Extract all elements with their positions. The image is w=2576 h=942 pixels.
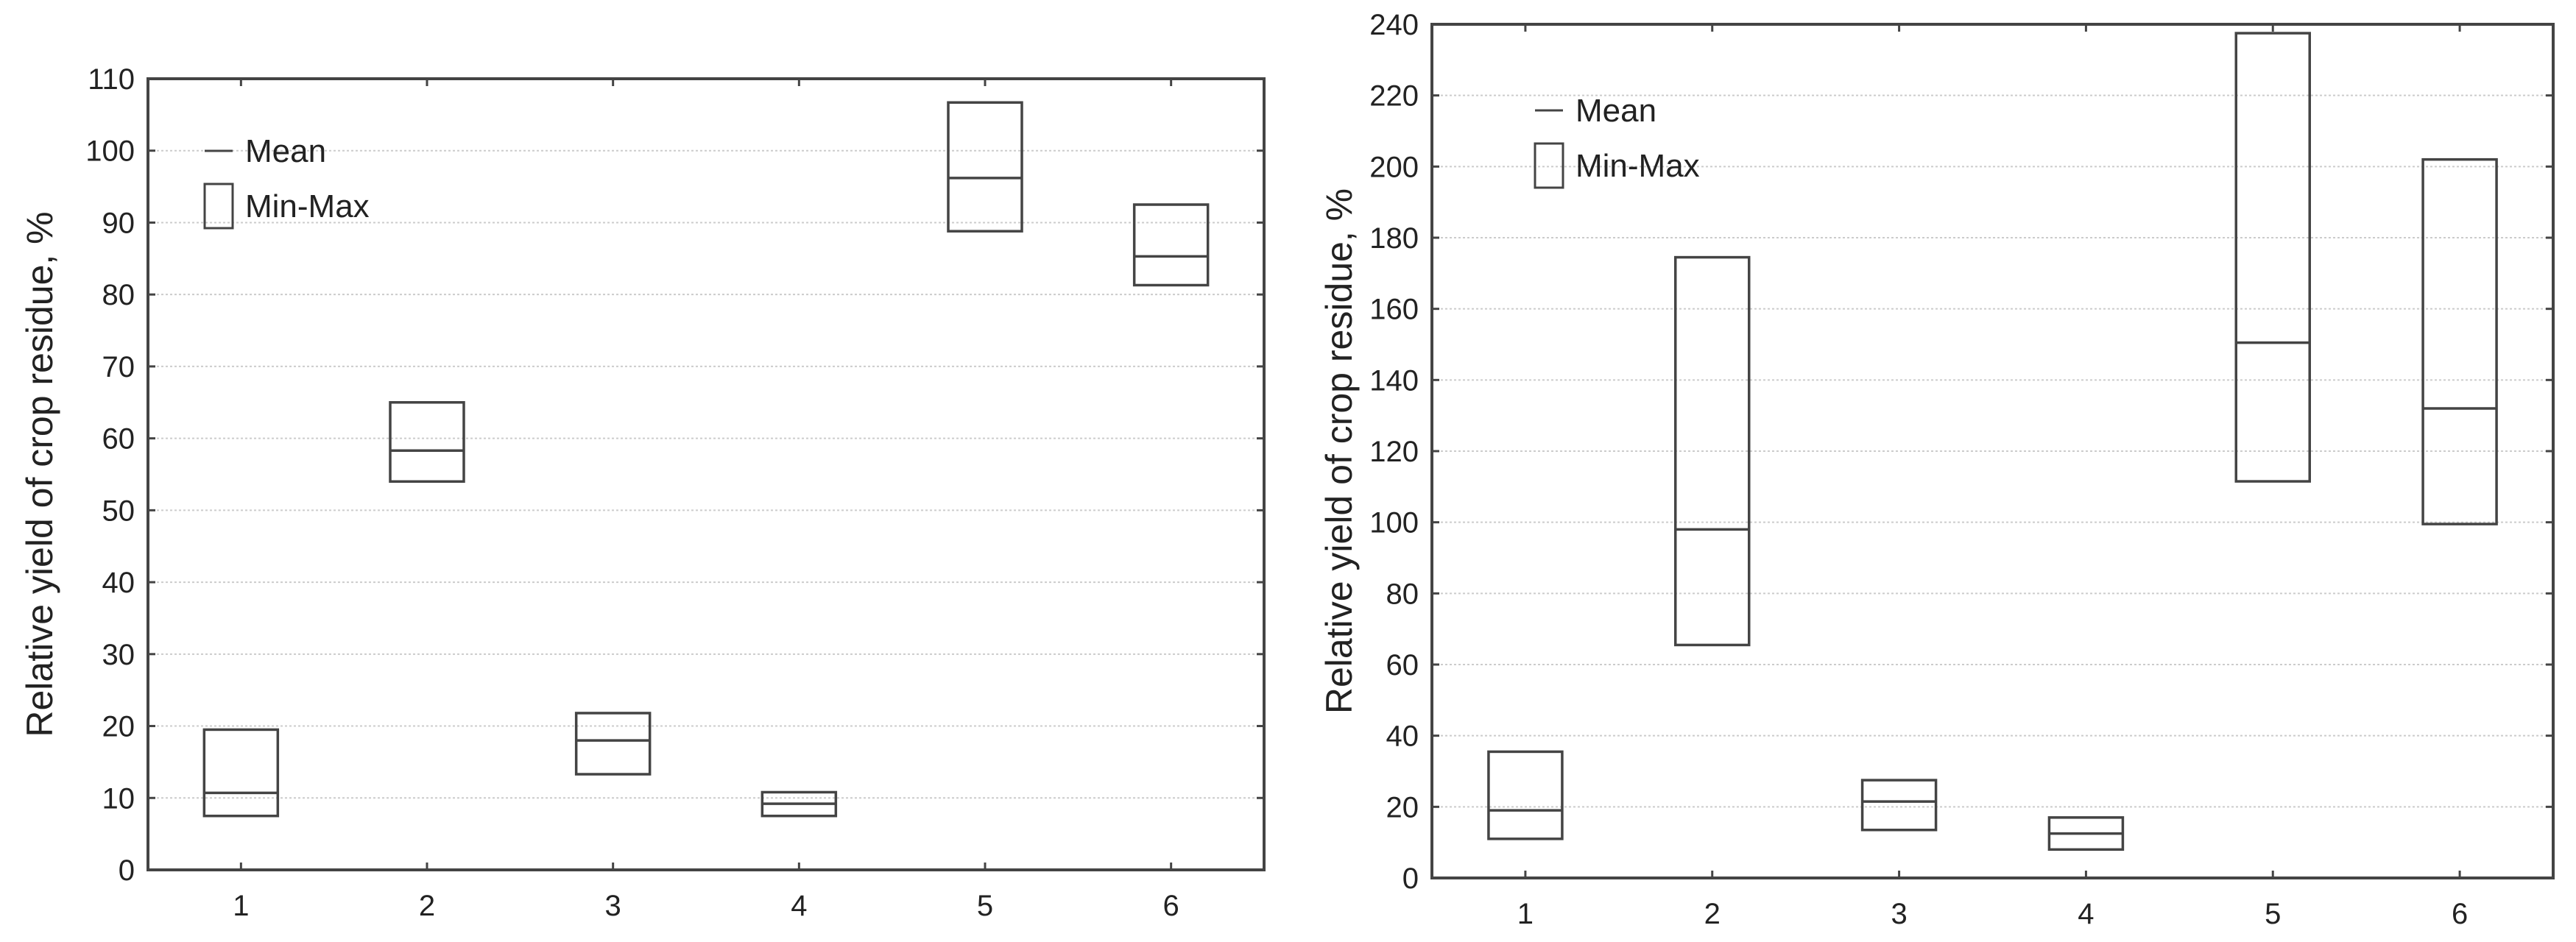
y-tick-label: 220 xyxy=(1369,80,1419,113)
y-tick-label: 90 xyxy=(102,207,135,239)
y-tick-label: 30 xyxy=(102,639,135,671)
x-tick-label: 6 xyxy=(2452,898,2468,930)
legend-mean-label: Mean xyxy=(245,133,326,169)
min-max-box xyxy=(2234,32,2311,483)
legend-mean-label: Mean xyxy=(1575,93,1656,129)
chart-panel-2: 0 20 40 60 80 100 120 140 160 180 200 220 240 1 2 3 4 5 6 R… xyxy=(1319,9,2555,930)
x-tick-label: 4 xyxy=(2078,898,2094,930)
x-tick-label: 1 xyxy=(1517,898,1534,930)
legend-minmax-icon xyxy=(1534,142,1564,189)
y-tick-label: 70 xyxy=(102,351,135,383)
y-tick-label: 20 xyxy=(102,711,135,743)
y-tick-label: 10 xyxy=(102,782,135,815)
legend-minmax-icon xyxy=(203,183,234,230)
y-tick-label: 0 xyxy=(119,854,135,887)
y-tick-label: 60 xyxy=(102,423,135,456)
y-tick-label: 240 xyxy=(1369,9,1419,41)
min-max-box xyxy=(202,728,280,818)
min-max-box xyxy=(1860,779,1938,832)
chart-panel-1: 0 10 20 30 40 50 60 70 80 90 100 110 1 2 3 4 5 6 Relative … xyxy=(19,63,1266,922)
y-tick-label: 120 xyxy=(1369,436,1419,468)
min-max-box xyxy=(574,712,652,776)
y-tick-label: 20 xyxy=(1386,791,1419,824)
y-tick-label: 200 xyxy=(1369,151,1419,183)
y-tick-label: 0 xyxy=(1402,863,1419,895)
x-tick-label: 4 xyxy=(791,890,807,922)
min-max-box xyxy=(2421,157,2498,525)
min-max-box xyxy=(1132,203,1210,287)
x-tick-label: 5 xyxy=(977,890,993,922)
y-axis-label: Relative yield of crop residue, % xyxy=(1319,188,1360,714)
y-axis-label: Relative yield of crop residue, % xyxy=(19,211,60,737)
y-tick-label: 80 xyxy=(102,279,135,311)
y-tick-label: 60 xyxy=(1386,649,1419,681)
plot-frame xyxy=(1430,23,2555,879)
x-tick-label: 2 xyxy=(419,890,435,922)
x-tick-label: 2 xyxy=(1704,898,1721,930)
legend-minmax-label: Min-Max xyxy=(245,188,370,224)
min-max-box xyxy=(947,101,1023,233)
y-tick-label: 100 xyxy=(85,135,135,168)
y-tick-label: 80 xyxy=(1386,578,1419,610)
y-tick-label: 50 xyxy=(102,495,135,527)
x-tick-label: 3 xyxy=(1891,898,1907,930)
y-tick-label: 40 xyxy=(102,567,135,599)
y-tick-label: 40 xyxy=(1386,720,1419,753)
y-tick-label: 180 xyxy=(1369,222,1419,255)
y-tick-label: 160 xyxy=(1369,294,1419,326)
x-tick-label: 5 xyxy=(2265,898,2281,930)
min-max-box xyxy=(389,401,465,484)
plot-frame xyxy=(147,77,1266,871)
y-tick-label: 100 xyxy=(1369,507,1419,539)
y-tick-label: 110 xyxy=(88,63,135,96)
min-max-box xyxy=(1674,255,1751,647)
legend-minmax-label: Min-Max xyxy=(1575,148,1700,184)
x-tick-label: 6 xyxy=(1163,890,1179,922)
x-tick-label: 1 xyxy=(233,890,249,922)
x-tick-label: 3 xyxy=(605,890,621,922)
min-max-box xyxy=(1487,750,1564,840)
y-tick-label: 140 xyxy=(1369,364,1419,397)
